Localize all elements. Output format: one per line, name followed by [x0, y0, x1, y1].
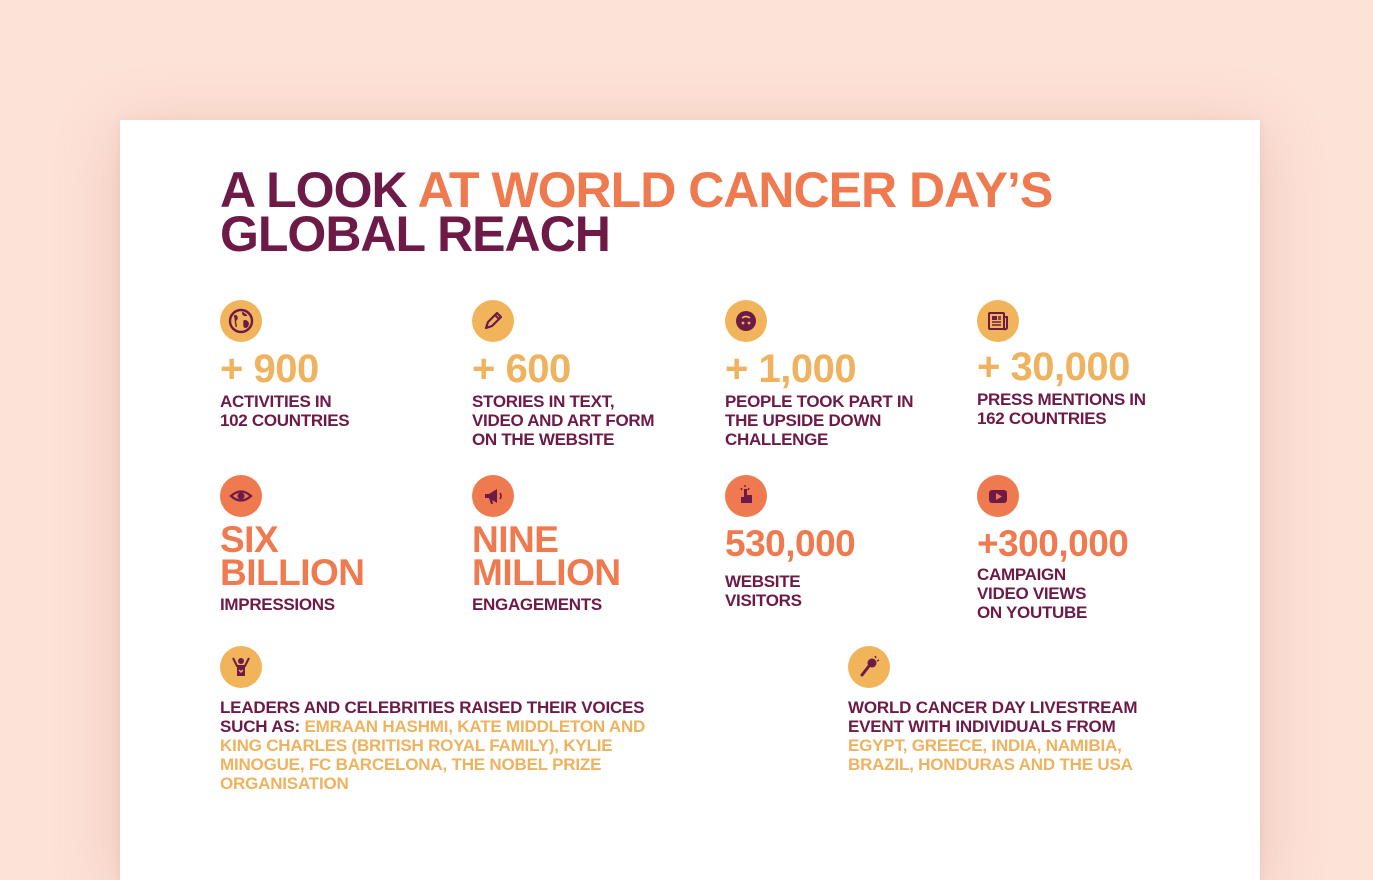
desc-line: ENGAGEMENTS	[472, 595, 602, 614]
globe-icon	[220, 300, 262, 342]
title-part-1: A LOOK	[220, 162, 418, 218]
value-line: +300,000	[977, 523, 1129, 564]
desc-line: STORIES IN TEXT,	[472, 392, 615, 411]
desc-line: 102 COUNTRIES	[220, 411, 350, 430]
stat-description: WEBSITE VISITORS	[725, 572, 965, 610]
note-line: WORLD CANCER DAY LIVESTREAM	[848, 698, 1138, 717]
desc-line: ON THE WEBSITE	[472, 430, 615, 449]
desc-line: VIDEO VIEWS	[977, 584, 1087, 603]
stat-website-visitors: 530,000 WEBSITE VISITORS	[725, 475, 965, 610]
desc-line: ON YOUTUBE	[977, 603, 1088, 622]
stat-value: +300,000	[977, 523, 1217, 564]
megaphone-icon	[472, 475, 514, 517]
desc-line: 162 COUNTRIES	[977, 409, 1107, 428]
stat-value: SIX BILLION	[220, 519, 460, 593]
livestream-note: WORLD CANCER DAY LIVESTREAM EVENT WITH I…	[848, 698, 1208, 774]
title-part-3: GLOBAL REACH	[220, 206, 611, 262]
note-line: MINOGUE, FC BARCELONA, THE NOBEL PRIZE	[220, 755, 602, 774]
stat-description: IMPRESSIONS	[220, 595, 460, 614]
note-highlight-text: EMRAAN HASHMI, KATE MIDDLETON AND	[304, 717, 646, 736]
note-line: BRAZIL, HONDURAS AND THE USA	[848, 755, 1133, 774]
stat-value: + 900	[220, 347, 319, 391]
youtube-icon	[977, 475, 1019, 517]
value-line: NINE	[472, 519, 559, 560]
desc-line: PEOPLE TOOK PART IN	[725, 392, 914, 411]
title-part-2: AT WORLD CANCER DAY’S	[417, 162, 1054, 218]
note-line: EGYPT, GREECE, INDIA, NAMIBIA,	[848, 736, 1122, 755]
value-line: BILLION	[220, 552, 365, 593]
stat-value: NINE MILLION	[472, 519, 712, 593]
stat-value: 530,000	[725, 523, 965, 564]
desc-line: THE UPSIDE DOWN	[725, 411, 882, 430]
stat-youtube-views: +300,000 CAMPAIGN VIDEO VIEWS ON YOUTUBE	[977, 475, 1217, 622]
note-line: LEADERS AND CELEBRITIES RAISED THEIR VOI…	[220, 698, 645, 717]
desc-line: ACTIVITIES IN	[220, 392, 332, 411]
stat-engagements: NINE MILLION ENGAGEMENTS	[472, 475, 712, 614]
stat-value: + 600	[472, 347, 571, 391]
stat-description: ACTIVITIES IN 102 COUNTRIES	[220, 392, 460, 430]
stat-description: CAMPAIGN VIDEO VIEWS ON YOUTUBE	[977, 565, 1217, 622]
stat-description: PEOPLE TOOK PART IN THE UPSIDE DOWN CHAL…	[725, 392, 965, 449]
note-line: ORGANISATION	[220, 774, 349, 793]
stat-description: ENGAGEMENTS	[472, 595, 712, 614]
desc-line: VISITORS	[725, 591, 802, 610]
stat-stories: + 600 STORIES IN TEXT, VIDEO AND ART FOR…	[472, 300, 712, 449]
face-icon	[725, 300, 767, 342]
stat-impressions: SIX BILLION IMPRESSIONS	[220, 475, 460, 614]
desc-line: IMPRESSIONS	[220, 595, 335, 614]
stat-press: + 30,000 PRESS MENTIONS IN 162 COUNTRIES	[977, 300, 1217, 428]
stat-activities: + 900 ACTIVITIES IN 102 COUNTRIES	[220, 300, 460, 430]
cheering-person-icon	[220, 646, 262, 688]
microphone-icon	[848, 646, 890, 688]
stat-description: STORIES IN TEXT, VIDEO AND ART FORM ON T…	[472, 392, 712, 449]
value-line: MILLION	[472, 552, 621, 593]
desc-line: PRESS MENTIONS IN	[977, 390, 1146, 409]
value-line: 530,000	[725, 523, 856, 564]
desc-line: CAMPAIGN	[977, 565, 1066, 584]
newspaper-icon	[977, 300, 1019, 342]
note-line: SUCH AS: EMRAAN HASHMI, KATE MIDDLETON A…	[220, 717, 720, 736]
infographic-card: A LOOK AT WORLD CANCER DAY’S GLOBAL REAC…	[120, 120, 1260, 880]
desc-line: VIDEO AND ART FORM	[472, 411, 655, 430]
pencil-icon	[472, 300, 514, 342]
desc-line: WEBSITE	[725, 572, 801, 591]
stat-upside-down: + 1,000 PEOPLE TOOK PART IN THE UPSIDE D…	[725, 300, 965, 449]
note-line: EVENT WITH INDIVIDUALS FROM	[848, 717, 1116, 736]
note-lead-text: SUCH AS:	[220, 717, 305, 736]
stat-value: + 30,000	[977, 345, 1130, 389]
value-line: SIX	[220, 519, 279, 560]
note-line: KING CHARLES (BRITISH ROYAL FAMILY), KYL…	[220, 736, 613, 755]
desc-line: CHALLENGE	[725, 430, 829, 449]
stat-value: + 1,000	[725, 347, 857, 391]
eye-icon	[220, 475, 262, 517]
pointer-icon	[725, 475, 767, 517]
leaders-note: LEADERS AND CELEBRITIES RAISED THEIR VOI…	[220, 698, 720, 793]
page-title: A LOOK AT WORLD CANCER DAY’S GLOBAL REAC…	[220, 165, 1053, 259]
stat-description: PRESS MENTIONS IN 162 COUNTRIES	[977, 390, 1217, 428]
